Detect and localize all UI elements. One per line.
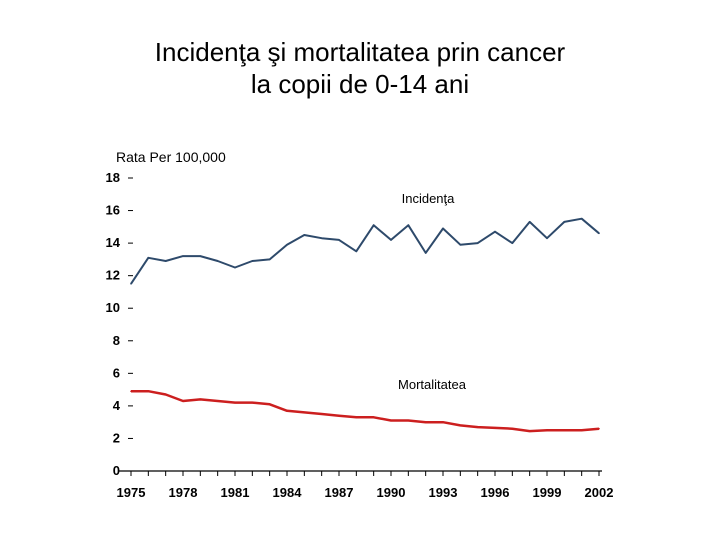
x-tick-label: 1978 xyxy=(169,485,198,500)
x-tick-label: 1981 xyxy=(221,485,250,500)
data-point xyxy=(320,413,323,415)
data-point xyxy=(580,429,583,432)
y-tick-label: 0 xyxy=(113,463,120,478)
x-tick-label: 1990 xyxy=(377,485,406,500)
data-point xyxy=(303,411,306,414)
data-point xyxy=(268,403,271,406)
data-point xyxy=(164,260,167,262)
x-tick-label: 1984 xyxy=(273,485,303,500)
y-axis-ticks: 0 2 4 6 8 10 12 14 16 18 xyxy=(106,170,133,478)
x-axis-ticks: 1975 1978 1981 1984 1987 1990 1993 1996 1999 2002 xyxy=(117,471,614,500)
y-tick-label: 16 xyxy=(106,203,120,218)
data-point xyxy=(476,426,479,428)
data-point xyxy=(216,400,219,402)
chart-title-line1: Incidenţa şi mortalitatea prin cancer xyxy=(154,37,566,67)
data-point xyxy=(563,429,566,432)
data-point xyxy=(528,221,531,223)
data-point xyxy=(182,255,184,257)
series-line-incidenta xyxy=(130,217,600,285)
data-point xyxy=(511,427,514,430)
series-annotations: Incidenţa Mortalitatea xyxy=(398,191,467,392)
data-point xyxy=(494,427,496,429)
data-point xyxy=(494,230,496,233)
data-point xyxy=(598,232,600,235)
data-point xyxy=(130,283,132,285)
y-tick-label: 4 xyxy=(113,398,121,413)
data-point xyxy=(546,429,548,432)
data-point xyxy=(511,242,514,244)
series-lines xyxy=(130,217,600,433)
data-point xyxy=(476,242,479,244)
y-tick-label: 8 xyxy=(113,333,120,348)
data-point xyxy=(164,393,167,396)
x-tick-label: 1987 xyxy=(325,485,354,500)
series-line-mortalitatea xyxy=(131,389,600,433)
data-point xyxy=(598,427,600,430)
data-point xyxy=(563,221,566,223)
series-annotation: Mortalitatea xyxy=(398,377,467,392)
x-tick-label: 1996 xyxy=(481,485,510,500)
data-point xyxy=(407,224,410,227)
data-point xyxy=(407,419,410,422)
data-point xyxy=(372,224,375,227)
data-point xyxy=(442,421,444,423)
y-tick-label: 14 xyxy=(106,235,121,250)
chart-title-line2: la copii de 0-14 ani xyxy=(250,69,470,99)
data-point xyxy=(424,421,427,423)
x-tick-label: 1975 xyxy=(117,485,146,500)
chart-title: Incidenţa şi mortalitatea prin cancer la… xyxy=(0,36,720,100)
data-point xyxy=(147,256,150,259)
data-point xyxy=(372,416,375,419)
data-point xyxy=(355,250,358,253)
data-point xyxy=(234,266,236,269)
data-point xyxy=(286,243,288,246)
data-point xyxy=(130,390,132,393)
y-tick-label: 10 xyxy=(106,300,120,315)
data-point xyxy=(459,243,462,246)
data-point xyxy=(528,430,531,432)
data-point xyxy=(355,416,358,419)
data-point xyxy=(182,400,184,402)
data-point xyxy=(268,258,271,261)
data-point xyxy=(303,234,306,236)
data-point xyxy=(286,409,288,412)
x-tick-label: 2002 xyxy=(585,485,614,500)
data-point xyxy=(199,398,202,401)
y-tick-label: 12 xyxy=(106,268,120,283)
data-point xyxy=(390,419,392,422)
data-point xyxy=(216,260,219,262)
data-point xyxy=(251,260,254,262)
x-tick-label: 1999 xyxy=(533,485,562,500)
data-point xyxy=(147,390,150,393)
data-point xyxy=(338,239,340,241)
y-tick-label: 2 xyxy=(113,430,120,445)
data-point xyxy=(234,401,236,404)
y-tick-label: 18 xyxy=(106,170,120,185)
data-point xyxy=(424,252,427,254)
y-axis-label: Rata Per 100,000 xyxy=(116,149,226,165)
data-point xyxy=(338,414,340,417)
y-tick-label: 6 xyxy=(113,365,120,380)
data-point xyxy=(442,227,444,230)
x-tick-label: 1993 xyxy=(429,485,458,500)
data-point xyxy=(320,237,323,240)
data-point xyxy=(199,255,202,257)
data-point xyxy=(390,239,392,241)
data-point xyxy=(580,217,583,220)
data-point xyxy=(251,401,254,404)
series-annotation: Incidenţa xyxy=(402,191,456,206)
data-point xyxy=(546,237,548,240)
data-point xyxy=(459,424,462,427)
